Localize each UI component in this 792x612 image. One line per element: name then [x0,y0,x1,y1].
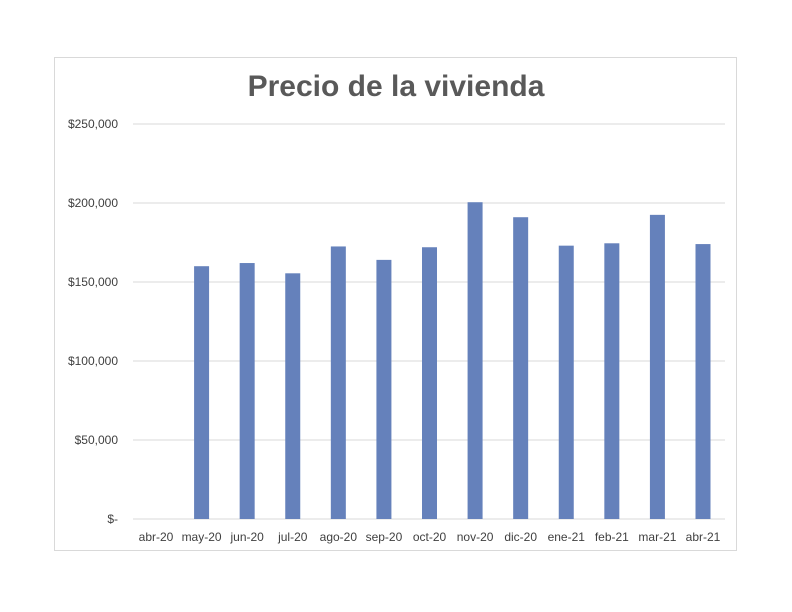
x-tick-label: jun-20 [229,530,264,544]
x-tick-label: feb-21 [595,530,629,544]
bar [558,245,574,519]
bar [695,244,711,519]
x-tick-label: abr-20 [139,530,174,544]
bar [285,273,301,519]
y-tick-label: $- [107,512,118,526]
y-tick-label: $150,000 [68,275,118,289]
x-tick-label: may-20 [182,530,222,544]
bar [376,259,392,519]
x-tick-label: ene-21 [548,530,586,544]
bar [649,214,665,519]
x-tick-label: mar-21 [638,530,676,544]
bar [467,202,483,519]
x-tick-label: jul-20 [277,530,308,544]
x-tick-label: oct-20 [413,530,447,544]
y-tick-label: $200,000 [68,196,118,210]
bar [239,263,255,519]
x-axis-ticks: abr-20 may-20 jun-20 jul-20 ago-20 sep-20 oct-… [139,530,721,544]
x-tick-label: abr-21 [686,530,721,544]
x-tick-label: sep-20 [366,530,403,544]
y-tick-label: $100,000 [68,354,118,368]
x-tick-label: ago-20 [320,530,358,544]
x-tick-label: nov-20 [457,530,494,544]
chart-title: Precio de la vivienda [247,70,545,103]
bar [513,217,529,519]
y-tick-label: $250,000 [68,117,118,131]
bars [194,202,711,520]
bar [422,247,437,520]
bar [330,246,346,519]
x-tick-label: dic-20 [504,530,537,544]
y-tick-label: $50,000 [75,433,119,447]
chart-area [54,57,737,551]
bar [194,266,210,519]
bar [604,243,620,520]
y-axis-ticks: $- $50,000 $100,000 $150,000 $200,000 $250,00… [68,117,118,526]
